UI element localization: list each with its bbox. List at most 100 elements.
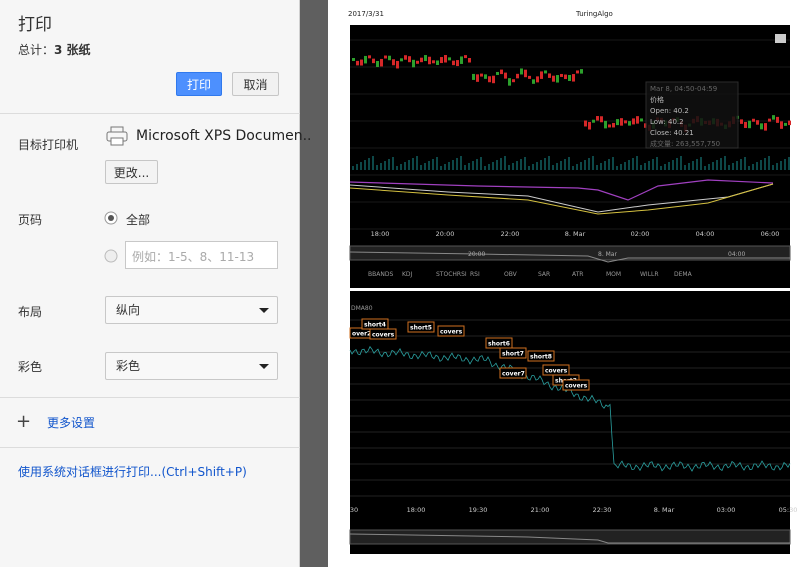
divider [0,113,300,114]
candle [472,73,475,80]
annotation-box [499,367,527,379]
header-date: 2017/3/31 [348,10,384,18]
destination-label: 目标打印机 [18,138,79,152]
tooltip-text: 成交量: 263,557,750 [650,139,720,148]
annotation-label: covers [545,368,568,375]
annotation-box [527,350,555,362]
candle [560,73,563,77]
cancel-button[interactable]: 取消 [232,72,279,96]
pages-label: 页码 [18,213,43,227]
candle [568,74,571,81]
candle [444,55,447,63]
candle [440,57,443,64]
candle [468,58,471,63]
x-tick-label: 22:30 [593,506,612,514]
candle [456,60,459,67]
indicator-button: OBV [504,271,518,278]
indicator-button: BBANDS [368,271,393,278]
x-tick-label: 18:00 [407,506,426,514]
candle [564,74,567,80]
candle [484,74,487,79]
candle [608,124,611,128]
indicator-button: ATR [572,271,583,278]
indicator-button: STOCHRSI [436,271,467,278]
candle [576,70,579,74]
plus-icon: + [16,411,32,432]
chart2-bg [350,291,790,554]
candle [448,57,451,61]
candle [596,116,599,121]
total: 总计：3 张纸 [18,41,91,58]
x-tick-label: 06:00 [761,230,780,238]
annotation-box [499,347,527,359]
candle [760,123,763,130]
annotation-label: short6 [488,341,510,348]
candle [356,60,359,66]
pages-all[interactable]: 全部 [126,213,151,227]
candle [588,122,591,130]
system-dialog-link[interactable]: 使用系统对话框进行打印...(Ctrl+Shift+P) [18,465,247,479]
candle [544,70,547,74]
candle [616,119,619,126]
total-value: 3 张纸 [54,43,91,57]
candle [412,59,415,68]
x-tick-label: 18:00 [371,230,390,238]
candle [384,55,387,59]
annotation-label: covers [440,329,463,336]
candle [512,79,515,83]
x-tick-label: 21:00 [531,506,550,514]
candle [480,73,483,77]
radio-custom[interactable] [104,249,118,263]
radio-all[interactable] [104,211,118,225]
annotation-box [369,328,397,340]
x-tick-label: 20:00 [436,230,455,238]
indicator-button: KDJ [402,271,413,278]
series-label: DMA80 [351,305,373,312]
candle [640,118,643,122]
navigator [349,245,791,261]
indicator-button: SAR [538,271,550,278]
candle [764,123,767,131]
candle [528,75,531,79]
candle [624,120,627,124]
candle [464,55,467,59]
candle [520,68,523,75]
navigator-line [349,251,790,263]
candle [620,118,623,126]
tooltip [645,81,739,149]
candle [508,78,511,86]
destination-value[interactable]: Microsoft XPS Documen.. [136,128,312,144]
candle [756,120,759,125]
pages-input[interactable]: 例如：1-5、8、11-13 [125,241,278,269]
chart1-bg [350,25,790,288]
indicator-button: DEMA [674,271,693,278]
candle [540,71,543,79]
printer-icon [106,126,128,146]
candle [632,118,635,125]
x-tick-label: 05:30 [779,506,798,514]
color-select[interactable]: 彩色 [105,352,278,380]
print-preview: 2017/3/31 TuringAlgo Mar 8, 04:50-04:59 价… [328,0,800,567]
divider [0,397,300,398]
candle [452,60,455,66]
change-button[interactable]: 更改... [105,160,158,184]
annotation-label: over2 [352,331,371,338]
indicator-button: RSI [470,271,480,278]
more-settings[interactable]: 更多设置 [47,416,96,430]
candle [572,74,575,82]
candle [400,58,403,62]
candle [772,115,775,120]
annotation-label: covers [372,332,395,339]
candle [404,55,407,60]
navigator-label: 20:00 [468,251,485,258]
layout-select[interactable]: 纵向 [105,296,278,324]
candle [416,60,419,64]
candle [788,120,791,126]
print-button[interactable]: 打印 [176,72,222,96]
candle [636,116,639,124]
candle [396,60,399,69]
candle [744,121,747,128]
candle [600,116,603,123]
tooltip-text: Open: 40.2 [650,107,689,115]
